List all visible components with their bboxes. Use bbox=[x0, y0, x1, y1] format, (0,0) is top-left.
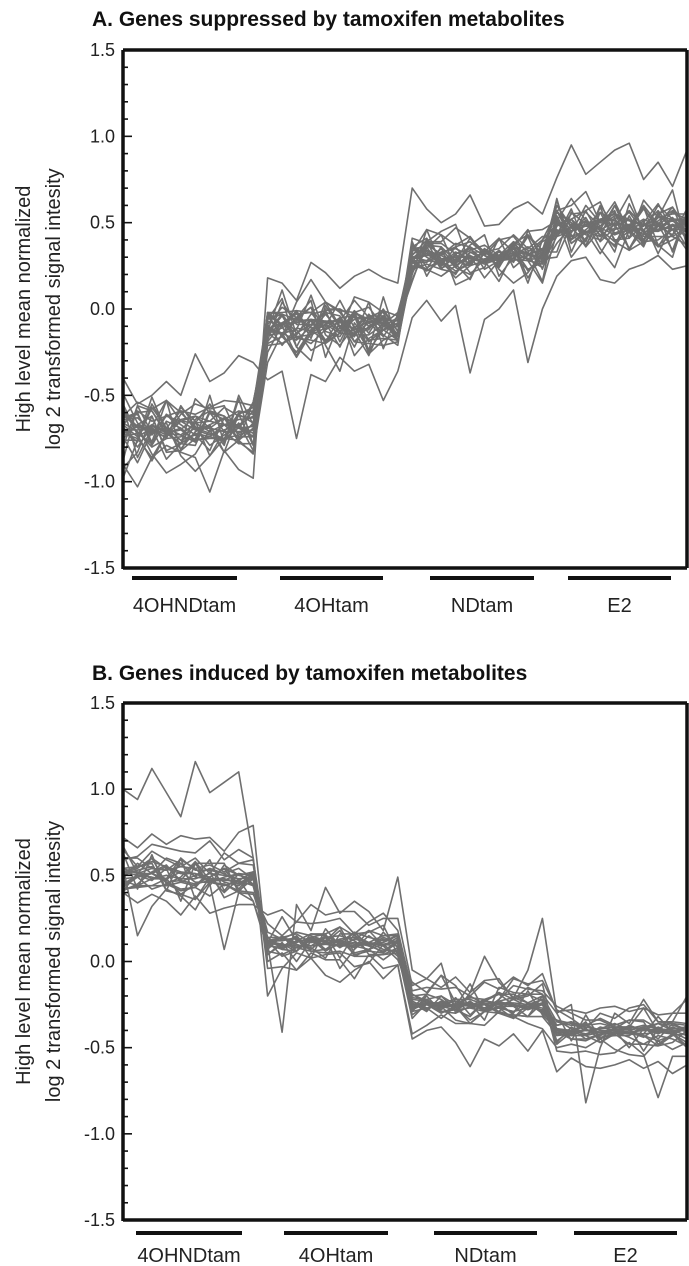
chart-title: A. Genes suppressed by tamoxifen metabol… bbox=[92, 8, 565, 31]
series-line-22 bbox=[123, 891, 687, 1099]
chart-panel-a: A. Genes suppressed by tamoxifen metabol… bbox=[13, 8, 689, 617]
group-label: 4OHNDtam bbox=[137, 1245, 240, 1266]
y-tick-label: 0.5 bbox=[90, 865, 115, 885]
y-tick-label: -1.5 bbox=[84, 1210, 115, 1230]
y-tick-label: 1.5 bbox=[90, 40, 115, 60]
y-tick-label: -1.5 bbox=[84, 558, 115, 578]
series-line-21 bbox=[123, 824, 687, 1030]
y-tick-label: -0.5 bbox=[84, 385, 115, 405]
series-line-30 bbox=[123, 218, 687, 440]
y-axis-label-line-1: High level mean normalized bbox=[13, 838, 35, 1085]
group-label: E2 bbox=[613, 1245, 637, 1266]
series-lines bbox=[123, 142, 687, 493]
series-line-26 bbox=[123, 857, 687, 1030]
group-label: NDtam bbox=[451, 595, 513, 617]
y-tick-label: 1.0 bbox=[90, 126, 115, 146]
series-line-13 bbox=[123, 871, 687, 1033]
series-line-27 bbox=[123, 206, 687, 457]
chart-panel-b: B. Genes induced by tamoxifen metabolite… bbox=[13, 662, 689, 1266]
y-tick-label: 1.5 bbox=[90, 693, 115, 713]
series-line-25 bbox=[123, 208, 687, 460]
y-tick-label: -0.5 bbox=[84, 1038, 115, 1058]
y-tick-label: 0.0 bbox=[90, 952, 115, 972]
y-tick-label: -1.0 bbox=[84, 1124, 115, 1144]
series-line-24 bbox=[123, 878, 687, 1016]
group-label: 4OHNDtam bbox=[133, 595, 236, 617]
series-line-14 bbox=[123, 204, 687, 462]
y-axis-label-line-2: log 2 transformed signal intesity bbox=[43, 168, 65, 449]
series-line-29 bbox=[123, 254, 687, 440]
y-tick-label: 1.0 bbox=[90, 779, 115, 799]
series-line-28 bbox=[123, 142, 687, 493]
series-lines bbox=[123, 760, 687, 1104]
y-tick-label: 0.5 bbox=[90, 213, 115, 233]
series-line-11 bbox=[123, 221, 687, 459]
series-line-23 bbox=[123, 840, 687, 1058]
group-label: 4OHtam bbox=[299, 1245, 373, 1266]
y-axis-label-line-2: log 2 transformed signal intesity bbox=[43, 821, 65, 1102]
series-line-4 bbox=[123, 204, 687, 462]
group-label: E2 bbox=[607, 595, 631, 617]
y-axis-label-line-1: High level mean normalized bbox=[13, 186, 35, 433]
series-line-20 bbox=[123, 866, 687, 1104]
y-tick-label: -1.0 bbox=[84, 472, 115, 492]
chart-title: B. Genes induced by tamoxifen metabolite… bbox=[92, 662, 527, 685]
group-label: 4OHtam bbox=[294, 595, 368, 617]
group-label: NDtam bbox=[454, 1245, 516, 1266]
y-tick-label: 0.0 bbox=[90, 299, 115, 319]
